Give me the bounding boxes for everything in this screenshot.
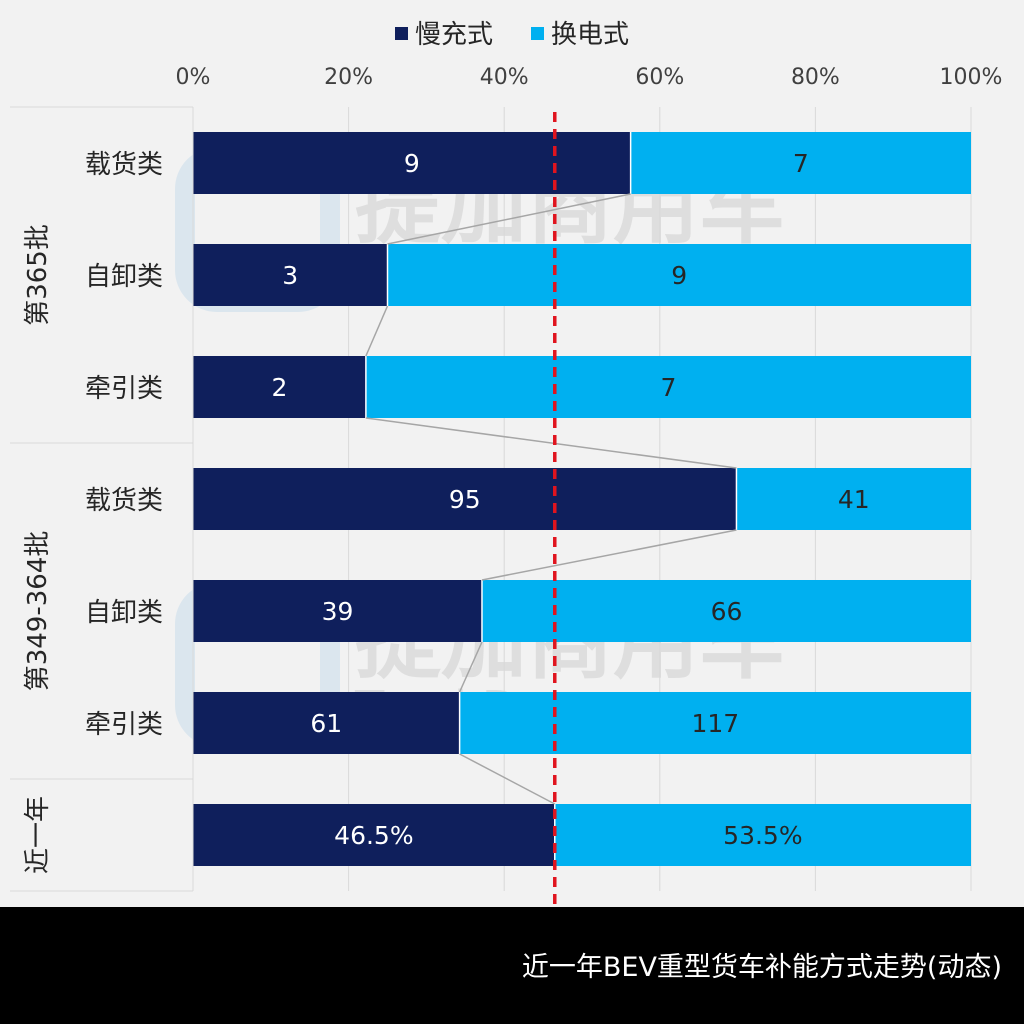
category-label: 自卸类	[85, 262, 163, 292]
bar-segment	[193, 244, 388, 306]
series-line	[481, 529, 737, 581]
x-tick-label: 0%	[176, 65, 211, 90]
bar-segment	[193, 356, 366, 418]
chart-title: 近一年BEV重型货车补能方式走势(动态)	[521, 952, 1002, 983]
bar-segment	[481, 580, 971, 642]
bar-segment	[630, 132, 971, 194]
category-label: 载货类	[85, 150, 163, 180]
x-tick-label: 100%	[940, 65, 1003, 90]
bar-segment	[193, 580, 482, 642]
bar-data-label: 7	[660, 373, 676, 402]
caption-bar: 近一年BEV重型货车补能方式走势(动态)	[0, 907, 1024, 1024]
bar-data-label: 117	[691, 709, 739, 738]
group-label: 近一年	[23, 796, 53, 874]
bar-data-label: 39	[322, 597, 354, 626]
series-line	[459, 753, 556, 805]
bar-segment	[554, 804, 971, 866]
legend-swatch	[531, 27, 544, 40]
x-tick-label: 80%	[791, 65, 840, 90]
bar-segment	[459, 692, 971, 754]
category-label: 牵引类	[85, 710, 163, 740]
bar-data-label: 53.5%	[723, 821, 802, 850]
group-label: 第365批	[23, 224, 53, 326]
bar-data-label: 2	[271, 373, 287, 402]
x-tick-label: 20%	[324, 65, 373, 90]
series-line	[365, 417, 737, 469]
category-label: 载货类	[85, 486, 163, 516]
series-line	[365, 305, 389, 357]
bar-data-label: 7	[793, 149, 809, 178]
bar-segment	[193, 804, 555, 866]
category-label: 自卸类	[85, 598, 163, 628]
bar-segment	[387, 244, 971, 306]
bar-segment	[193, 692, 460, 754]
x-tick-label: 60%	[635, 65, 684, 90]
bar-data-label: 61	[310, 709, 342, 738]
bar-data-label: 3	[282, 261, 298, 290]
bar-data-label: 95	[449, 485, 481, 514]
series-line	[387, 193, 631, 245]
bar-data-label: 41	[838, 485, 870, 514]
bar-segment	[193, 468, 737, 530]
legend-swatch	[395, 27, 408, 40]
stacked-bar-chart: 提加商用车TruckD提加商用车TruckD0%20%40%60%80%100%…	[10, 20, 1003, 907]
bar-segment	[736, 468, 971, 530]
legend-label: 慢充式	[415, 20, 493, 50]
bar-segment	[193, 132, 631, 194]
series-line	[458, 641, 483, 693]
bar-data-label: 9	[671, 261, 687, 290]
legend-label: 换电式	[551, 20, 629, 50]
bar-data-label: 46.5%	[334, 821, 413, 850]
group-label: 第349-364批	[23, 531, 53, 692]
bar-segment	[365, 356, 971, 418]
x-tick-label: 40%	[480, 65, 529, 90]
bar-data-label: 66	[711, 597, 743, 626]
category-label: 牵引类	[85, 374, 163, 404]
bar-data-label: 9	[404, 149, 420, 178]
